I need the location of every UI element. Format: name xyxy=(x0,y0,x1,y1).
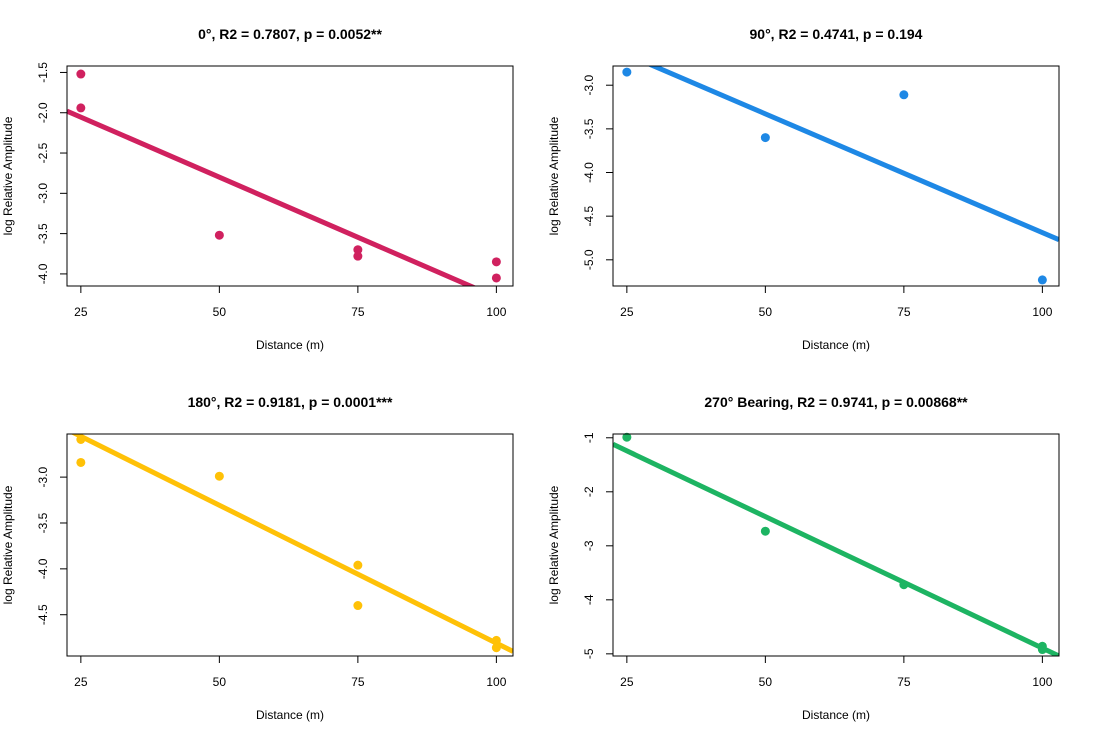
y-tick-label: -4.0 xyxy=(36,558,50,579)
data-point xyxy=(353,251,363,261)
x-axis-label: Distance (m) xyxy=(802,708,870,722)
data-point xyxy=(76,457,86,467)
x-tick-label: 75 xyxy=(351,305,365,319)
x-tick-label: 75 xyxy=(351,675,365,689)
data-point xyxy=(76,435,86,445)
data-point xyxy=(353,560,363,570)
x-axis-label: Distance (m) xyxy=(802,338,870,352)
y-tick-label: -3.0 xyxy=(582,75,596,96)
data-point xyxy=(899,580,909,590)
plot-frame xyxy=(66,433,514,657)
data-point xyxy=(622,67,632,77)
y-tick-label: -4 xyxy=(582,594,596,605)
chart-title: 0°, R2 = 0.7807, p = 0.0052** xyxy=(198,26,382,42)
y-axis-label: log Relative Amplitude xyxy=(547,485,561,604)
regression-line xyxy=(647,66,1059,243)
data-point xyxy=(491,273,501,283)
data-point xyxy=(760,526,770,536)
x-axis-label: Distance (m) xyxy=(256,708,324,722)
y-tick-label: -3.5 xyxy=(582,118,596,139)
regression-line xyxy=(70,434,513,654)
chart-title: 270° Bearing, R2 = 0.9741, p = 0.00868** xyxy=(704,394,968,410)
data-point xyxy=(760,133,770,143)
plot-frame xyxy=(612,433,1060,657)
chart-title: 180°, R2 = 0.9181, p = 0.0001*** xyxy=(188,394,393,410)
x-tick-label: 25 xyxy=(620,675,634,689)
data-point xyxy=(76,103,86,113)
x-tick-label: 25 xyxy=(74,675,88,689)
x-tick-label: 75 xyxy=(897,675,911,689)
plot-frame xyxy=(612,65,1060,287)
x-tick-label: 100 xyxy=(486,305,506,319)
y-axis-label: log Relative Amplitude xyxy=(1,485,15,604)
data-point xyxy=(491,635,501,645)
x-tick-label: 25 xyxy=(74,305,88,319)
x-axis-label: Distance (m) xyxy=(256,338,324,352)
y-tick-label: -4.5 xyxy=(582,205,596,226)
x-tick-label: 100 xyxy=(1032,675,1052,689)
x-tick-label: 50 xyxy=(759,305,773,319)
y-tick-label: -2.5 xyxy=(36,142,50,163)
y-tick-label: -5 xyxy=(582,648,596,659)
x-tick-label: 100 xyxy=(1032,305,1052,319)
x-tick-label: 100 xyxy=(486,675,506,689)
x-tick-label: 50 xyxy=(213,675,227,689)
y-tick-label: -3 xyxy=(582,540,596,551)
y-tick-label: -3.0 xyxy=(36,466,50,487)
y-tick-label: -3.5 xyxy=(36,223,50,244)
y-tick-label: -1 xyxy=(582,432,596,443)
data-point xyxy=(214,230,224,240)
data-point xyxy=(622,432,632,442)
x-tick-label: 50 xyxy=(759,675,773,689)
y-tick-label: -2.0 xyxy=(36,102,50,123)
data-point xyxy=(353,601,363,611)
data-point xyxy=(353,245,363,255)
regression-line xyxy=(67,108,477,286)
x-tick-label: 75 xyxy=(897,305,911,319)
data-point xyxy=(214,471,224,481)
y-tick-label: -2 xyxy=(582,486,596,497)
data-point xyxy=(491,643,501,653)
y-tick-label: -5.0 xyxy=(582,249,596,270)
chart-panel-2: 90°, R2 = 0.4741, p = 0.194 Distance (m) l… xyxy=(547,26,1060,352)
y-tick-label: -3.0 xyxy=(36,183,50,204)
data-point xyxy=(491,257,501,267)
plot-frame xyxy=(66,65,514,287)
y-axis-label: log Relative Amplitude xyxy=(1,116,15,235)
y-axis-label: log Relative Amplitude xyxy=(547,116,561,235)
y-tick-label: -4.5 xyxy=(36,604,50,625)
x-tick-label: 50 xyxy=(213,305,227,319)
data-point xyxy=(1037,645,1047,655)
data-point xyxy=(1037,275,1047,285)
chart-panel-1: 0°, R2 = 0.7807, p = 0.0052** Distance (m… xyxy=(1,26,514,352)
chart-panel-4: 270° Bearing, R2 = 0.9741, p = 0.00868**… xyxy=(547,394,1060,722)
data-point xyxy=(899,90,909,100)
y-tick-label: -4.0 xyxy=(36,263,50,284)
chart-panel-3: 180°, R2 = 0.9181, p = 0.0001*** Distance… xyxy=(1,394,514,722)
y-tick-label: -3.5 xyxy=(36,512,50,533)
regression-line xyxy=(613,442,1059,656)
x-tick-label: 25 xyxy=(620,305,634,319)
y-tick-label: -4.0 xyxy=(582,162,596,183)
data-point xyxy=(76,69,86,79)
y-tick-label: -1.5 xyxy=(36,62,50,83)
chart-title: 90°, R2 = 0.4741, p = 0.194 xyxy=(750,26,923,42)
